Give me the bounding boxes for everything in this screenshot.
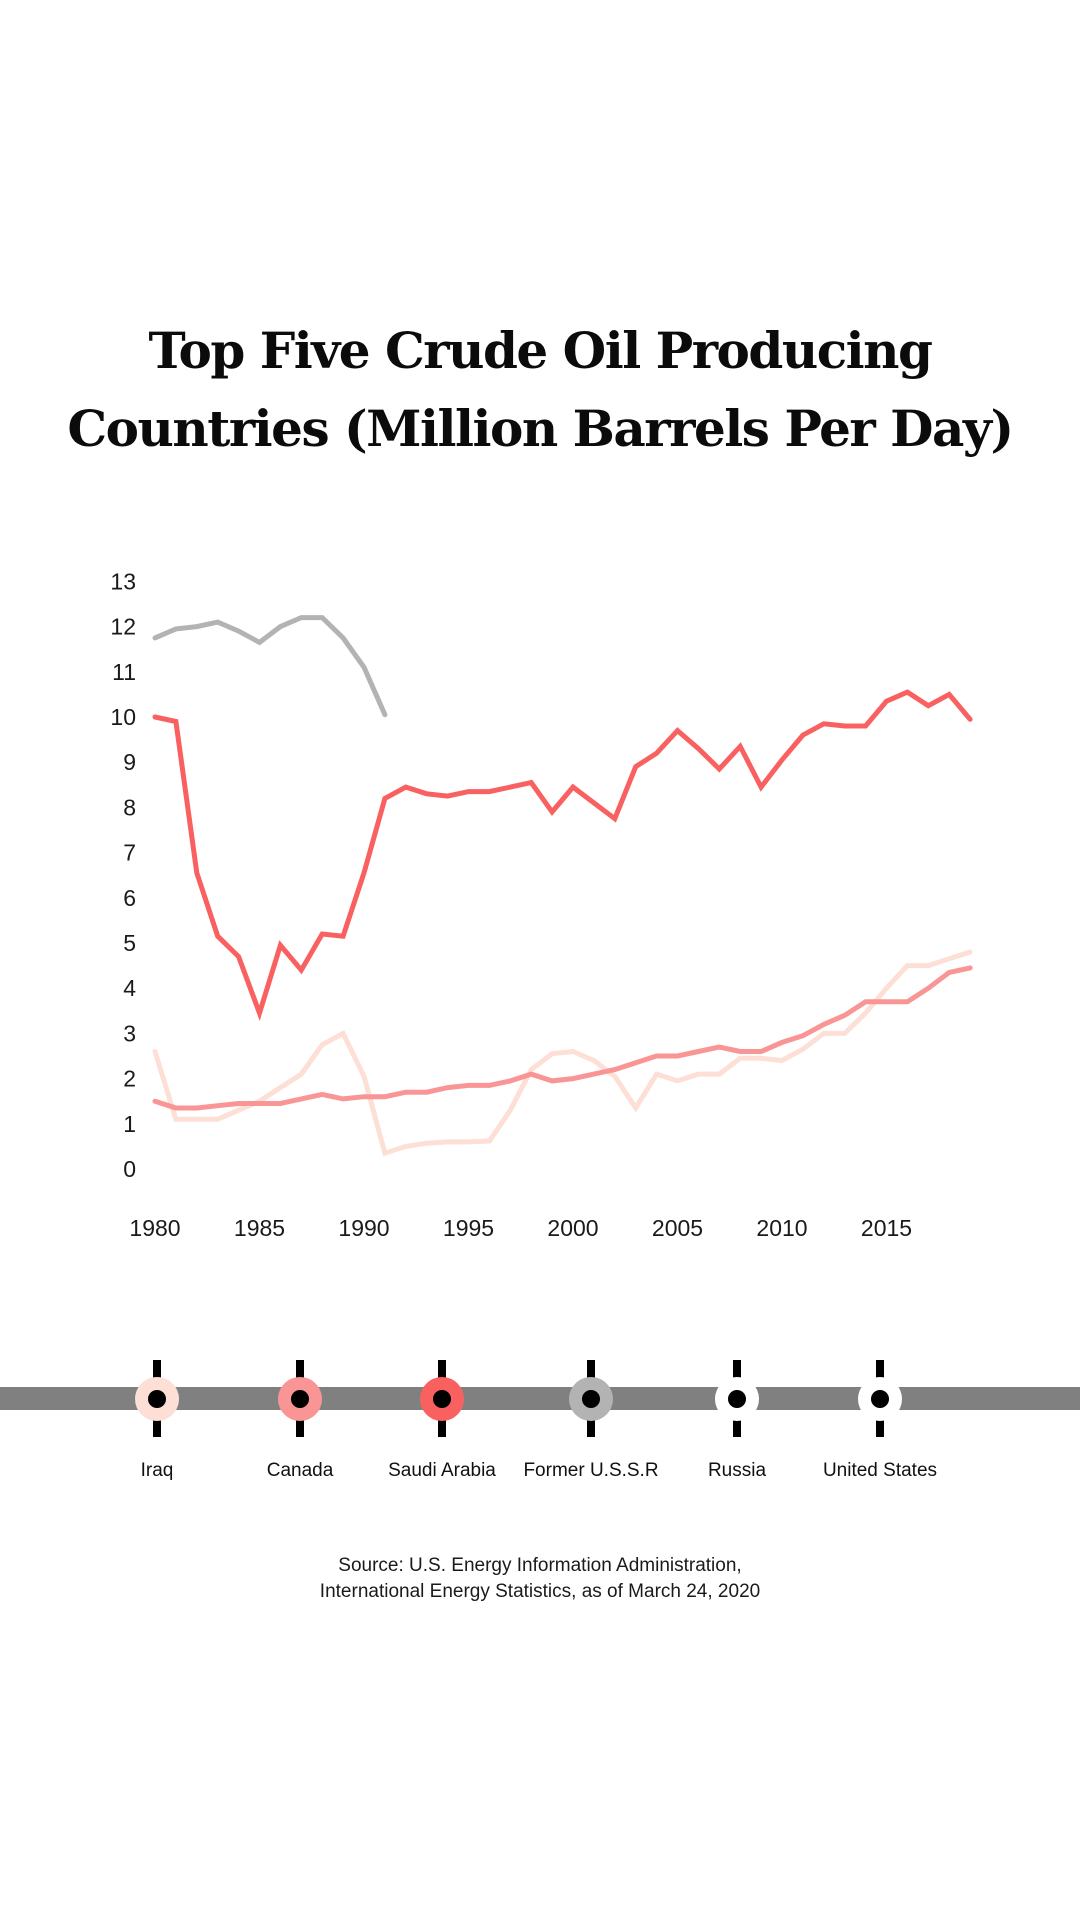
x-tick-label: 2015 bbox=[861, 1215, 912, 1241]
x-tick-label: 2005 bbox=[652, 1215, 703, 1241]
legend: Iraq Canada Saudi Arabia Former U.S.S.R … bbox=[0, 1340, 1080, 1500]
x-tick-label: 2010 bbox=[756, 1215, 807, 1241]
y-tick-label: 3 bbox=[123, 1020, 136, 1046]
legend-dot bbox=[582, 1390, 600, 1408]
legend-tick bbox=[733, 1360, 741, 1378]
chart-title: Top Five Crude Oil Producing Countries (… bbox=[0, 312, 1080, 468]
series-line-iraq bbox=[152, 949, 973, 1157]
legend-item-united-states[interactable]: United States bbox=[800, 1340, 960, 1500]
y-tick-label: 13 bbox=[110, 568, 136, 594]
legend-label: United States bbox=[822, 1460, 938, 1481]
x-tick-label: 1985 bbox=[234, 1215, 285, 1241]
legend-track bbox=[0, 1387, 1080, 1410]
y-tick-label: 1 bbox=[123, 1111, 136, 1137]
legend-dot bbox=[291, 1390, 309, 1408]
x-tick-label: 1980 bbox=[129, 1215, 180, 1241]
y-tick-label: 0 bbox=[123, 1156, 136, 1182]
legend-label: Saudi Arabia bbox=[388, 1460, 496, 1481]
legend-tick bbox=[876, 1360, 884, 1378]
legend-dot bbox=[728, 1390, 746, 1408]
legend-item-saudi-arabia[interactable]: Saudi Arabia bbox=[362, 1340, 522, 1500]
y-tick-label: 11 bbox=[112, 659, 136, 685]
y-tick-label: 10 bbox=[110, 704, 136, 730]
series-line-saudi-arabia bbox=[152, 689, 973, 1021]
x-axis: 1980 1985 1990 1995 2000 2005 2010 2015 bbox=[129, 1215, 912, 1241]
y-tick-label: 8 bbox=[123, 794, 136, 820]
legend-tick bbox=[876, 1418, 884, 1437]
legend-label: Canada bbox=[266, 1460, 334, 1481]
legend-item-former-ussr[interactable]: Former U.S.S.R bbox=[511, 1340, 671, 1500]
legend-label: Russia bbox=[707, 1460, 767, 1481]
legend-item-iraq[interactable]: Iraq bbox=[77, 1340, 237, 1500]
y-tick-label: 7 bbox=[123, 840, 136, 866]
legend-tick bbox=[733, 1418, 741, 1437]
legend-dot bbox=[871, 1390, 889, 1408]
legend-dot bbox=[148, 1390, 166, 1408]
chart-title-line-1: Top Five Crude Oil Producing bbox=[148, 321, 933, 380]
x-tick-label: 2000 bbox=[547, 1215, 598, 1241]
source-note: Source: U.S. Energy Information Administ… bbox=[0, 1553, 1080, 1605]
y-tick-label: 9 bbox=[123, 749, 136, 775]
x-tick-label: 1990 bbox=[338, 1215, 389, 1241]
legend-item-russia[interactable]: Russia bbox=[657, 1340, 817, 1500]
y-tick-label: 6 bbox=[123, 885, 136, 911]
legend-label: Iraq bbox=[140, 1460, 174, 1481]
legend-label: Former U.S.S.R bbox=[523, 1460, 659, 1481]
y-tick-label: 12 bbox=[110, 614, 136, 640]
y-tick-label: 4 bbox=[123, 975, 136, 1001]
y-tick-label: 2 bbox=[123, 1066, 136, 1092]
series-lines bbox=[152, 615, 973, 1157]
series-line-former-u-s-s-r bbox=[152, 615, 388, 718]
y-tick-label: 5 bbox=[123, 930, 136, 956]
series-line-canada bbox=[152, 965, 973, 1111]
source-line-1: Source: U.S. Energy Information Administ… bbox=[338, 1555, 742, 1576]
legend-dot bbox=[433, 1390, 451, 1408]
legend-item-canada[interactable]: Canada bbox=[220, 1340, 380, 1500]
x-tick-label: 1995 bbox=[443, 1215, 494, 1241]
chart-title-line-2: Countries (Million Barrels Per Day) bbox=[67, 399, 1014, 458]
source-line-2: International Energy Statistics, as of M… bbox=[319, 1581, 761, 1602]
